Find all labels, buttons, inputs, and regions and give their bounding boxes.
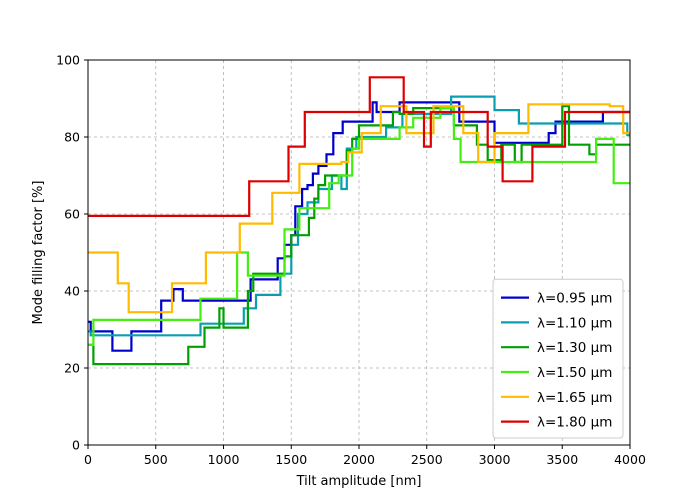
y-tick-label: 20: [64, 361, 80, 376]
y-tick-label: 0: [72, 438, 80, 453]
y-axis-label: Mode filling factor [%]: [31, 181, 46, 325]
legend-label: λ=1.10 μm: [537, 315, 612, 331]
legend-label: λ=0.95 μm: [537, 291, 612, 307]
legend-label: λ=1.50 μm: [537, 365, 612, 381]
series-line-0: [88, 101, 630, 352]
x-tick-label: 3500: [546, 452, 578, 467]
y-tick-label: 60: [64, 207, 80, 222]
y-tick-label: 100: [56, 53, 80, 68]
legend: λ=0.95 μm λ=1.10 μm λ=1.30 μm λ=1.50 μm λ=1.…: [492, 278, 624, 439]
x-tick-label: 3000: [479, 452, 511, 467]
y-tick-label: 80: [64, 130, 80, 145]
x-tick-label: 1000: [208, 452, 240, 467]
series-layer: [88, 76, 630, 366]
axis-ticks: 0 500 1000 1500 2000 2500 3000 3500 4000 0 20 40 60 8…: [56, 53, 646, 468]
legend-label: λ=1.65 μm: [537, 390, 612, 406]
series-line-4: [88, 103, 630, 314]
x-axis-label: Tilt amplitude [nm]: [296, 474, 422, 489]
x-tick-label: 1500: [275, 452, 307, 467]
legend-label: λ=1.80 μm: [537, 415, 612, 431]
y-tick-label: 40: [64, 284, 80, 299]
x-tick-label: 2500: [411, 452, 443, 467]
series-line-2: [88, 105, 630, 366]
legend-box: [492, 278, 624, 439]
x-tick-label: 4000: [614, 452, 646, 467]
legend-label: λ=1.30 μm: [537, 340, 612, 356]
x-tick-label: 2000: [343, 452, 375, 467]
series-line-5: [88, 76, 630, 217]
x-tick-label: 0: [84, 452, 92, 467]
x-tick-label: 500: [144, 452, 168, 467]
